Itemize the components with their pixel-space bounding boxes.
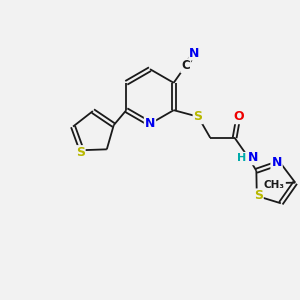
Text: H: H [238,153,247,163]
Text: S: S [76,146,85,159]
Text: S: S [254,189,263,203]
Text: CH₃: CH₃ [264,180,285,190]
Text: N: N [145,117,155,130]
Text: N: N [189,46,200,60]
Text: S: S [194,110,202,123]
Text: C: C [181,59,190,72]
Text: O: O [233,110,244,123]
Text: N: N [272,156,282,169]
Text: N: N [248,151,258,164]
